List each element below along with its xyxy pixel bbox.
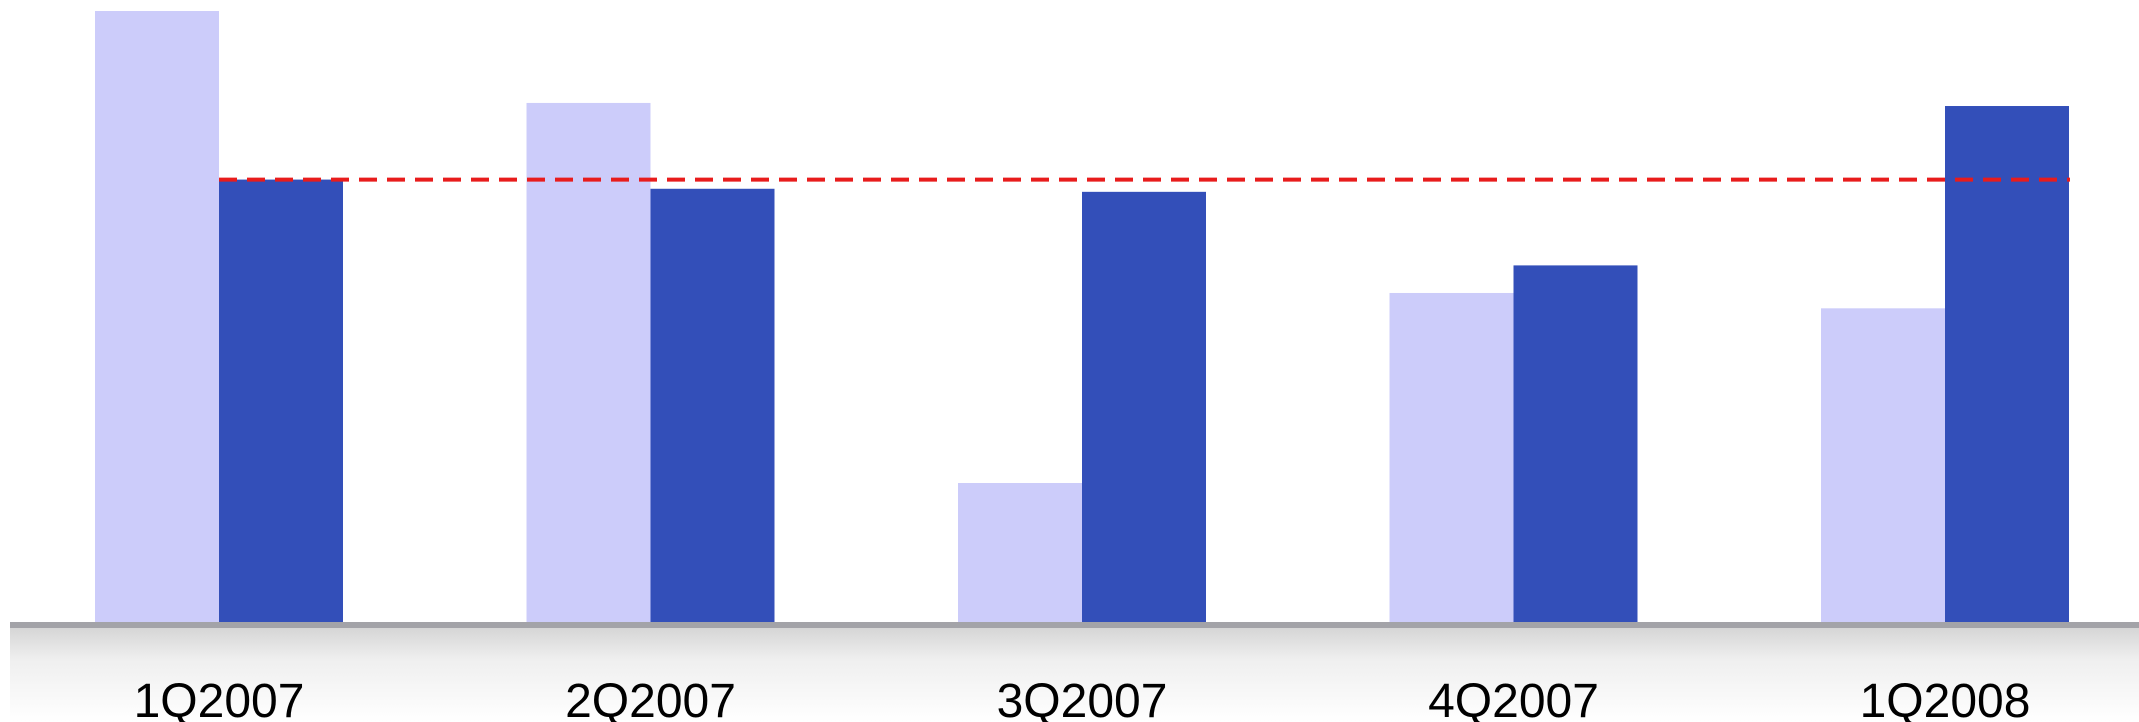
bar-series-2-2Q2007: [650, 188, 775, 624]
x-axis-baseline: [10, 622, 2139, 628]
category-label: 2Q2007: [565, 675, 736, 722]
bar-series-1-3Q2007: [958, 483, 1082, 624]
category-labels: 1Q2007 2Q2007 3Q2007 4Q2007 1Q2008: [134, 675, 2031, 722]
category-label: 3Q2007: [997, 675, 1168, 722]
bar-series-1-1Q2008: [1821, 308, 1945, 624]
bar-series-2-1Q2007: [219, 179, 343, 624]
category-label: 1Q2007: [134, 675, 305, 722]
bar-series-2-4Q2007: [1513, 265, 1638, 624]
bar-series-2-1Q2008: [1945, 106, 2069, 624]
category-label: 4Q2007: [1428, 675, 1599, 722]
category-label: 1Q2008: [1860, 675, 2031, 722]
bar-series-1-1Q2007: [95, 11, 219, 624]
chart-floor: [10, 626, 2139, 722]
bar-series-1-2Q2007: [526, 102, 651, 624]
bar-series-1-4Q2007: [1389, 292, 1514, 624]
bar-series-2-3Q2007: [1082, 191, 1206, 624]
bars-layer: [95, 11, 2069, 624]
